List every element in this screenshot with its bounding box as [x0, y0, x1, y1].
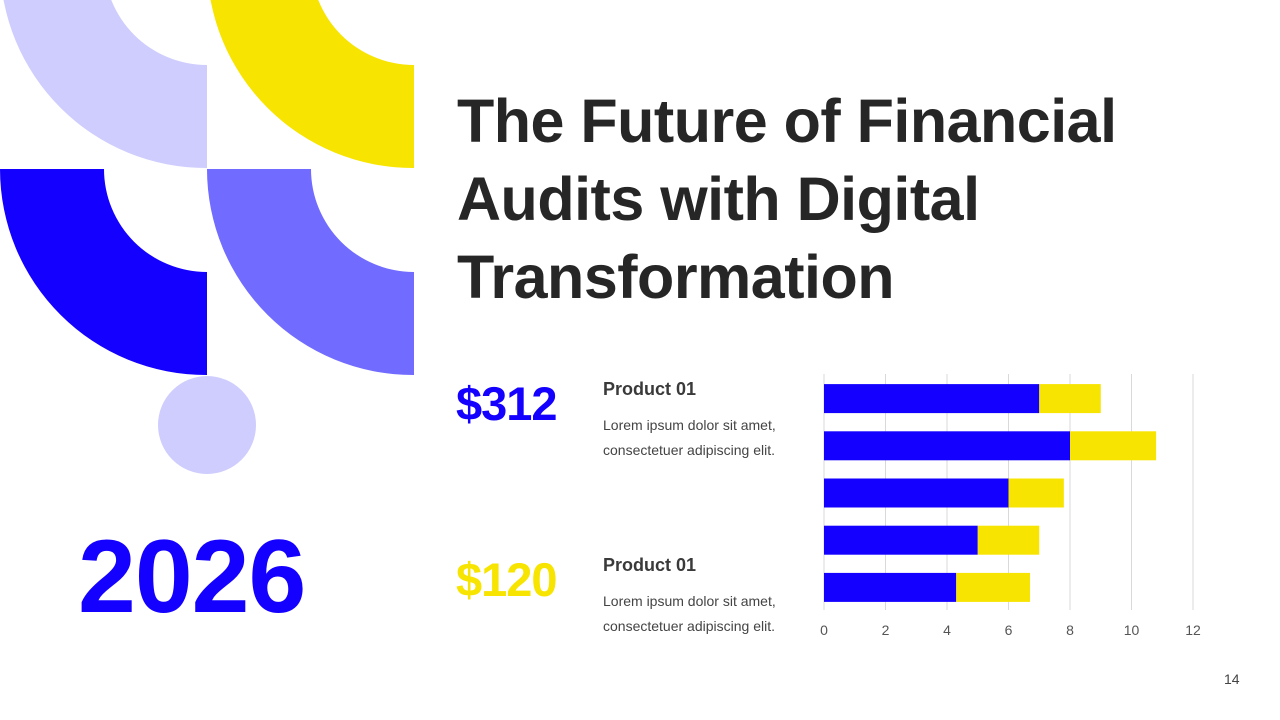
page-number: 14	[1224, 671, 1240, 687]
decorative-shapes	[0, 0, 414, 474]
bar-segment-series-2	[977, 525, 1040, 555]
x-tick-label: 6	[1005, 622, 1013, 638]
product-name-1: Product 01	[603, 379, 697, 399]
blue-quarter-ring	[0, 169, 207, 376]
x-tick-label: 10	[1124, 622, 1140, 638]
x-tick-label: 0	[820, 622, 828, 638]
lavender-quarter-ring	[3, 0, 207, 169]
x-tick-label: 12	[1185, 622, 1201, 638]
year-label: 2026	[78, 519, 306, 635]
bar-segment-series-2	[1008, 478, 1064, 508]
x-tick-label: 8	[1066, 622, 1074, 638]
bar-segment-series-1	[824, 478, 1009, 508]
stacked-bar-chart: 0 2 4 6 8 10 12	[820, 374, 1201, 638]
product-description-2: Lorem ipsum dolor sit amet, consectetuer…	[603, 593, 776, 634]
product-name-2: Product 01	[603, 555, 697, 575]
purple-quarter-ring	[207, 169, 414, 376]
bar-segment-series-1	[824, 431, 1070, 461]
price-stat-1: $312	[456, 377, 558, 430]
x-tick-label: 2	[882, 622, 890, 638]
bar-segment-series-2	[1070, 431, 1157, 461]
product-description-1: Lorem ipsum dolor sit amet, consectetuer…	[603, 417, 776, 458]
yellow-quarter-ring	[210, 0, 414, 169]
price-stat-2: $120	[456, 553, 558, 606]
slide-title: The Future of Financial Audits with Digi…	[457, 87, 1117, 311]
lavender-circle	[158, 376, 256, 474]
bar-segment-series-1	[824, 384, 1040, 414]
bar-segment-series-2	[956, 572, 1031, 602]
bar-segment-series-1	[824, 525, 978, 555]
bar-segment-series-1	[824, 572, 957, 602]
x-tick-label: 4	[943, 622, 951, 638]
bar-segment-series-2	[1039, 384, 1101, 414]
